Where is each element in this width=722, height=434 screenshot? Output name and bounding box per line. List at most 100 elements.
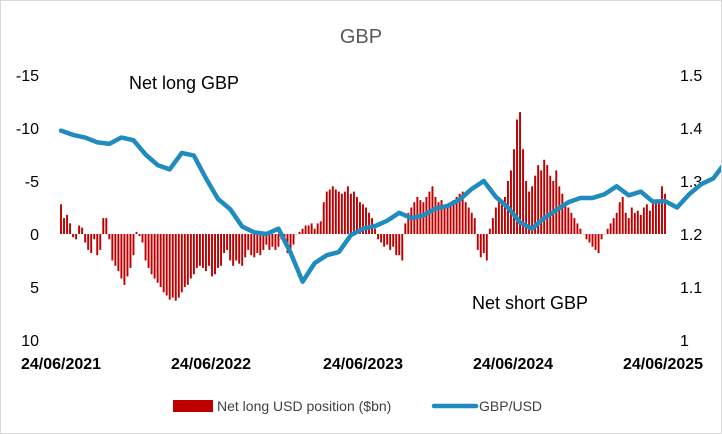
position-bar xyxy=(531,186,534,234)
position-bar xyxy=(633,212,636,234)
position-bar xyxy=(494,207,497,234)
right-tick-label: 1.4 xyxy=(680,121,702,138)
position-bar xyxy=(352,191,355,234)
position-bar xyxy=(87,234,90,250)
position-bar xyxy=(618,202,621,234)
position-bar xyxy=(458,193,461,234)
position-bar xyxy=(138,234,141,237)
position-bar xyxy=(226,234,229,250)
position-bar xyxy=(564,202,567,234)
x-tick-label: 24/06/2021 xyxy=(21,356,101,373)
position-bar xyxy=(235,234,238,261)
chart-title: GBP xyxy=(340,26,382,48)
position-bar xyxy=(250,234,253,256)
position-bar xyxy=(298,231,301,234)
position-bar xyxy=(147,234,150,268)
position-bar xyxy=(410,207,413,234)
position-bar xyxy=(150,234,153,275)
position-bar xyxy=(630,207,633,234)
position-bar xyxy=(328,189,331,234)
position-bar xyxy=(220,234,223,266)
position-bar xyxy=(319,221,322,234)
left-tick-label: -15 xyxy=(16,68,39,85)
position-bar xyxy=(664,193,666,234)
position-bar xyxy=(268,234,271,250)
x-tick-label: 24/06/2025 xyxy=(623,356,703,373)
position-bar xyxy=(404,223,407,234)
position-bar xyxy=(204,234,207,272)
position-bar xyxy=(612,218,615,234)
position-bar xyxy=(615,212,618,234)
position-bar xyxy=(211,234,213,277)
position-bar xyxy=(422,202,425,234)
position-bar xyxy=(449,202,452,234)
position-bar xyxy=(217,234,219,268)
position-bar xyxy=(588,234,591,243)
position-bar xyxy=(485,234,488,261)
position-bar xyxy=(265,234,268,245)
position-bar xyxy=(277,234,280,247)
x-tick-label: 24/06/2023 xyxy=(323,356,403,373)
position-bar xyxy=(301,228,304,234)
position-bar xyxy=(522,149,525,234)
position-bar xyxy=(579,228,582,234)
position-bar xyxy=(585,234,588,240)
position-bar xyxy=(60,204,62,234)
position-bar xyxy=(75,234,78,240)
position-bar xyxy=(259,234,262,256)
position-bar xyxy=(365,207,367,234)
position-bar xyxy=(189,234,192,279)
position-bar xyxy=(392,234,395,247)
position-bar xyxy=(171,234,174,298)
position-bar xyxy=(214,234,216,275)
position-bar xyxy=(645,204,648,234)
position-bar xyxy=(491,218,494,234)
position-bar xyxy=(304,225,307,234)
position-bar xyxy=(470,212,473,234)
position-bar xyxy=(135,231,138,234)
position-bar xyxy=(262,234,265,250)
position-bar xyxy=(195,234,198,268)
position-bar xyxy=(368,212,370,234)
position-bar xyxy=(183,234,186,287)
position-bar xyxy=(232,234,235,266)
position-bar xyxy=(377,234,380,240)
position-bar xyxy=(440,200,443,234)
position-bar xyxy=(108,234,111,240)
position-bar xyxy=(229,234,232,261)
position-bar xyxy=(503,196,506,234)
position-bar xyxy=(452,200,455,234)
position-bar xyxy=(105,218,108,234)
position-bar xyxy=(253,234,256,258)
position-bar xyxy=(111,234,114,261)
right-tick-label: 1.2 xyxy=(680,227,702,244)
position-bar xyxy=(99,234,102,250)
position-bar xyxy=(573,218,576,234)
position-bar xyxy=(461,191,464,234)
position-bar xyxy=(162,234,165,293)
position-bar xyxy=(528,191,531,234)
right-tick-label: 1.1 xyxy=(680,280,702,297)
position-bar xyxy=(340,193,343,234)
position-bar xyxy=(639,214,642,234)
position-bar xyxy=(256,234,259,254)
position-bar xyxy=(570,212,573,234)
position-bar xyxy=(123,234,126,285)
position-bar xyxy=(78,225,81,234)
position-bar xyxy=(69,223,72,234)
legend-bar-swatch xyxy=(173,400,213,412)
position-bar xyxy=(359,202,361,234)
net-long-annotation: Net long GBP xyxy=(129,73,239,93)
position-bar xyxy=(537,165,540,234)
position-bar xyxy=(661,186,663,234)
position-bar xyxy=(395,234,398,256)
position-bar xyxy=(576,223,579,234)
left-tick-label: -5 xyxy=(25,174,39,191)
position-bar xyxy=(519,112,521,234)
position-bar xyxy=(500,202,503,234)
position-bar xyxy=(159,234,162,287)
position-bar xyxy=(374,228,377,234)
position-bar xyxy=(241,234,244,266)
position-bar xyxy=(66,214,68,234)
